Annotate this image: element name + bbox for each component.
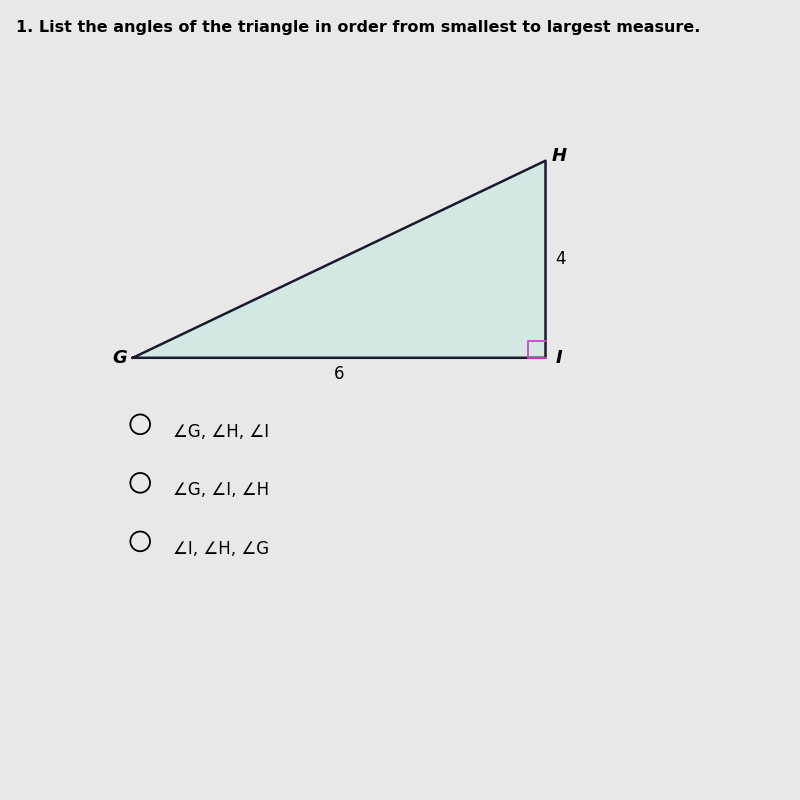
Text: ∠G, ∠I, ∠H: ∠G, ∠I, ∠H	[173, 482, 269, 499]
Text: ∠I, ∠H, ∠G: ∠I, ∠H, ∠G	[173, 540, 269, 558]
Text: 6: 6	[334, 366, 345, 383]
Text: ∠G, ∠H, ∠I: ∠G, ∠H, ∠I	[173, 422, 269, 441]
Text: I: I	[556, 349, 562, 366]
Polygon shape	[133, 161, 546, 358]
Text: 1. List the angles of the triangle in order from smallest to largest measure.: 1. List the angles of the triangle in or…	[16, 20, 700, 35]
Text: G: G	[112, 349, 126, 366]
Text: 4: 4	[556, 250, 566, 268]
Text: H: H	[551, 146, 566, 165]
